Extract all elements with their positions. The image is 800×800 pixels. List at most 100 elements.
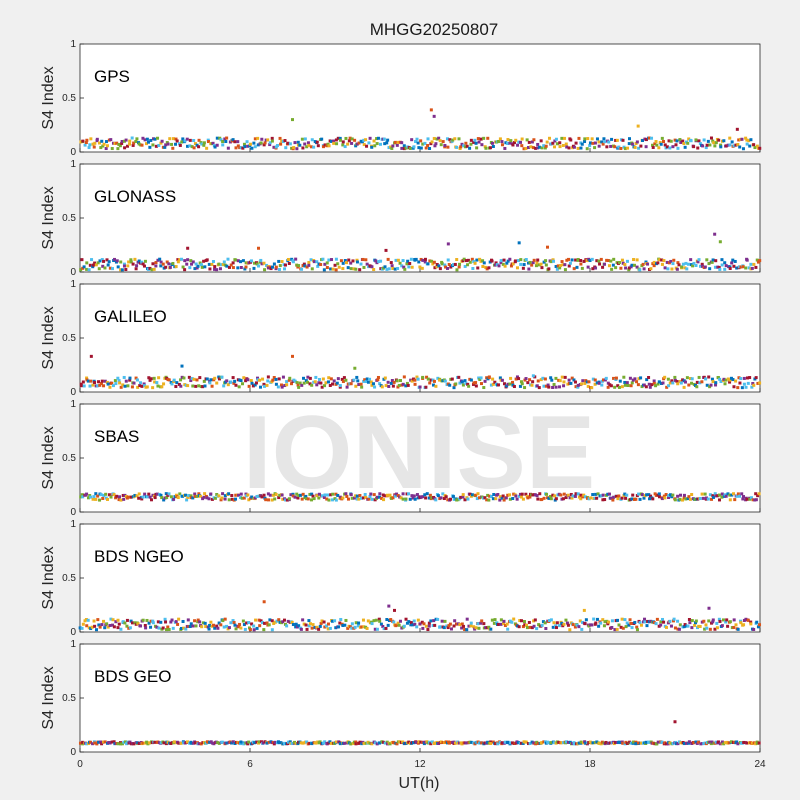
data-point: [130, 136, 134, 140]
scatter-points: [79, 354, 762, 390]
x-tick-label: 18: [584, 759, 596, 770]
data-point: [626, 384, 630, 388]
spike-point: [89, 354, 93, 358]
data-point: [452, 386, 456, 390]
data-point: [595, 617, 599, 621]
data-point: [167, 628, 171, 632]
data-point: [408, 262, 412, 266]
data-point: [462, 144, 466, 148]
data-point: [732, 625, 736, 629]
data-point: [351, 259, 355, 263]
data-point: [579, 259, 583, 263]
x-tick-labels: 0 6 12 18 24: [77, 759, 766, 770]
data-point: [489, 627, 493, 631]
data-point: [489, 740, 493, 744]
data-point: [430, 740, 434, 744]
data-point: [239, 495, 243, 499]
data-point: [434, 498, 438, 502]
data-point: [568, 496, 572, 500]
data-point: [647, 136, 651, 140]
data-point: [293, 740, 297, 744]
data-point: [452, 263, 456, 267]
data-point: [343, 623, 347, 627]
data-point: [642, 496, 646, 500]
data-point: [330, 619, 334, 623]
data-point: [227, 492, 231, 496]
data-point: [352, 378, 356, 382]
data-point: [676, 382, 680, 386]
data-point: [577, 741, 581, 745]
data-point: [739, 621, 743, 625]
data-point: [255, 494, 259, 498]
data-point: [110, 740, 114, 744]
data-point: [377, 617, 381, 621]
data-point: [149, 138, 153, 142]
data-point: [466, 258, 470, 262]
data-point: [474, 381, 478, 385]
data-point: [477, 376, 481, 380]
data-point: [558, 385, 562, 389]
data-point: [362, 143, 366, 147]
data-point: [552, 741, 556, 745]
data-point: [499, 261, 503, 265]
data-point: [128, 139, 132, 143]
data-point: [537, 386, 541, 390]
data-point: [600, 740, 604, 744]
data-point: [398, 619, 402, 623]
data-point: [629, 384, 633, 388]
data-point: [245, 621, 249, 625]
data-point: [720, 495, 724, 499]
data-point: [436, 494, 440, 498]
data-point: [711, 494, 715, 498]
data-point: [587, 497, 591, 501]
data-point: [360, 385, 364, 389]
data-point: [414, 257, 418, 261]
data-point: [474, 626, 478, 630]
data-point: [552, 382, 556, 386]
data-point: [384, 384, 388, 388]
data-point: [141, 136, 145, 140]
data-point: [520, 137, 524, 141]
data-point: [256, 378, 260, 382]
data-point: [392, 380, 396, 384]
data-point: [202, 141, 206, 145]
data-point: [385, 141, 389, 145]
data-point: [297, 624, 301, 628]
data-point: [383, 741, 387, 745]
data-point: [552, 145, 556, 149]
data-point: [690, 377, 694, 381]
data-point: [720, 263, 724, 267]
data-point: [591, 377, 595, 381]
data-point: [338, 621, 342, 625]
data-point: [250, 495, 254, 499]
data-point: [85, 261, 89, 265]
data-point: [463, 145, 467, 149]
data-point: [755, 741, 759, 745]
data-point: [402, 375, 406, 379]
data-point: [756, 260, 760, 264]
data-point: [289, 382, 293, 386]
data-point: [222, 260, 226, 264]
data-point: [324, 381, 328, 385]
data-point: [687, 383, 691, 387]
data-point: [591, 493, 595, 497]
data-point: [577, 495, 581, 499]
data-point: [382, 627, 386, 631]
data-point: [663, 375, 667, 379]
data-point: [147, 741, 151, 745]
data-point: [285, 624, 289, 628]
data-point: [606, 259, 610, 263]
data-point: [511, 497, 515, 501]
data-point: [192, 138, 196, 142]
data-point: [367, 497, 371, 501]
data-point: [536, 142, 540, 146]
data-point: [508, 497, 512, 501]
data-point: [648, 497, 652, 501]
data-point: [708, 627, 712, 631]
data-point: [102, 259, 106, 263]
data-point: [327, 376, 331, 380]
data-point: [570, 376, 574, 380]
data-point: [549, 142, 553, 146]
data-point: [275, 619, 279, 623]
data-point: [195, 378, 199, 382]
